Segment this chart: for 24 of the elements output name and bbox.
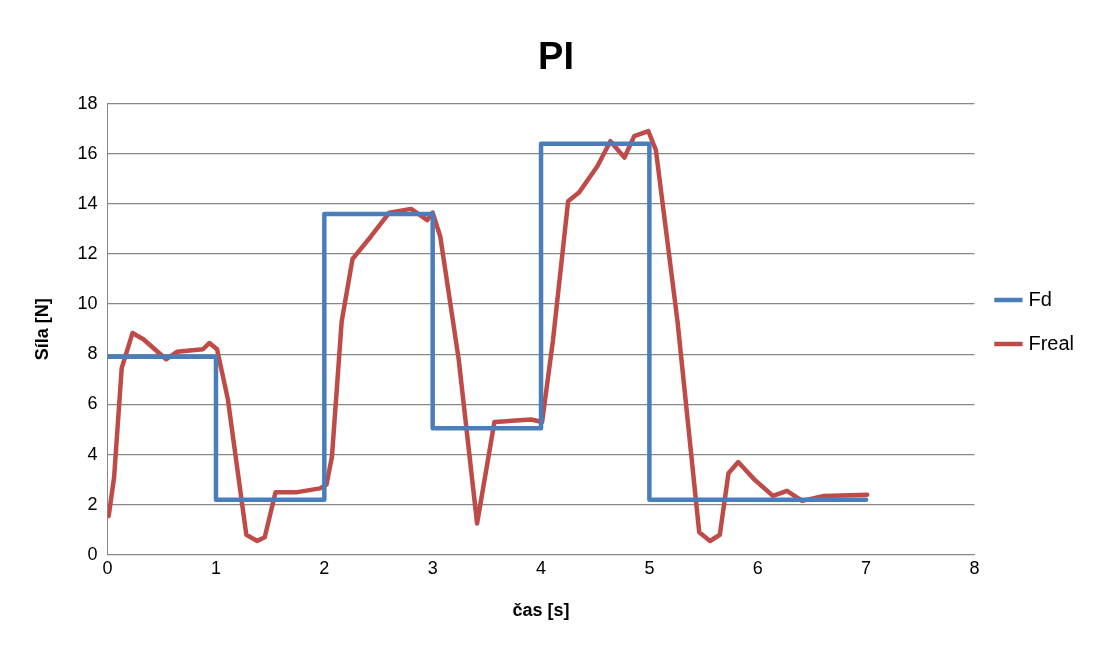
x-tick-label: 3 <box>427 557 438 578</box>
y-tick-label: 6 <box>87 393 98 414</box>
chart-title: PI <box>538 35 574 78</box>
legend-label: Freal <box>1028 331 1075 354</box>
y-tick-label: 4 <box>87 443 98 464</box>
y-tick-label: 12 <box>77 242 98 263</box>
x-tick-label: 6 <box>752 557 763 578</box>
y-tick-label: 16 <box>77 142 98 163</box>
x-tick-label: 2 <box>319 557 330 578</box>
x-tick-label: 8 <box>969 557 980 578</box>
y-tick-label: 8 <box>87 343 98 364</box>
y-tick-label: 10 <box>77 293 98 314</box>
x-axis-title: čas [s] <box>512 600 570 621</box>
y-tick-label: 2 <box>87 493 98 514</box>
x-tick-label: 4 <box>536 557 547 578</box>
y-tick-label: 0 <box>87 543 98 564</box>
x-tick-label: 0 <box>102 557 113 578</box>
y-tick-label: 18 <box>77 92 98 113</box>
x-tick-label: 5 <box>644 557 655 578</box>
y-axis-title: Síla [N] <box>31 298 52 361</box>
legend-label: Fd <box>1028 287 1052 310</box>
x-tick-label: 1 <box>210 557 221 578</box>
y-tick-label: 14 <box>77 192 98 213</box>
x-tick-label: 7 <box>861 557 872 578</box>
